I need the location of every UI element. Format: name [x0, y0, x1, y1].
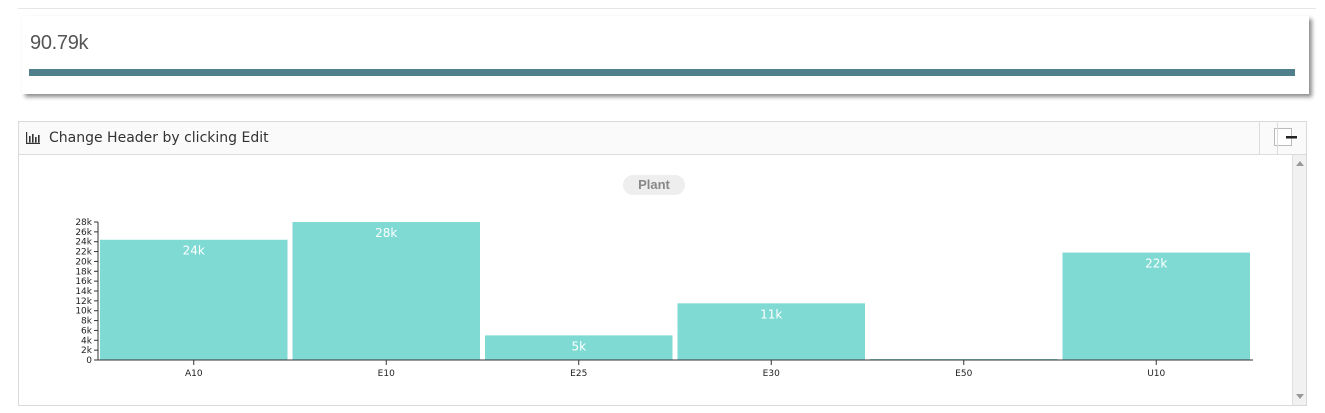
y-tick-label: 20k: [75, 257, 92, 267]
panel-title: Change Header by clicking Edit: [49, 130, 269, 146]
header-divider: [1259, 122, 1260, 154]
bar-chart: 02k4k6k8k10k12k14k16k18k20k22k24k26k28k2…: [75, 218, 1253, 379]
y-tick-label: 18k: [75, 267, 92, 277]
y-tick-label: 22k: [75, 248, 92, 258]
x-tick-label: E30: [763, 369, 780, 379]
bar-e10: [292, 222, 480, 360]
x-tick-label: U10: [1147, 369, 1165, 379]
kpi-card: 90.79k: [22, 16, 1309, 94]
scroll-down-icon[interactable]: [1296, 394, 1304, 399]
kpi-value: 90.79k: [30, 32, 89, 54]
bar-label: 28k: [375, 226, 397, 240]
chart-panel: Change Header by clicking Edit Plant 0 2k…: [18, 121, 1307, 406]
y-tick-label: 24k: [75, 238, 92, 248]
y-tick-label: 16k: [75, 277, 92, 287]
scroll-up-icon[interactable]: [1296, 161, 1304, 166]
panel-header: Change Header by clicking Edit: [19, 122, 1306, 155]
chart-title: Plant: [623, 175, 685, 195]
bar-label: 22k: [1145, 257, 1167, 271]
bar-u10: [1062, 252, 1250, 360]
bar-e25: [485, 335, 673, 360]
bar-label: 24k: [183, 244, 205, 258]
minimize-icon[interactable]: [1284, 128, 1300, 146]
vertical-scrollbar[interactable]: [1292, 155, 1306, 405]
y-tick-label: 28k: [75, 218, 92, 228]
y-tick-label: 4k: [81, 336, 93, 346]
y-tick-label: 26k: [75, 228, 92, 238]
x-tick-label: E50: [955, 369, 972, 379]
header-divider-right: [1277, 122, 1278, 154]
y-tick-label: 0: [86, 356, 92, 366]
bar-label: 5k: [571, 339, 586, 353]
y-tick-label: 8k: [81, 317, 93, 327]
y-tick-label: 14k: [75, 287, 92, 297]
bar-a10: [100, 239, 288, 360]
y-tick-label: 12k: [75, 297, 92, 307]
top-divider: [18, 8, 1316, 9]
y-tick-label: 10k: [75, 307, 92, 317]
y-tick-label: 6k: [81, 326, 93, 336]
kpi-progress-bar: [29, 69, 1295, 76]
bar-chart-icon: [26, 132, 40, 144]
x-tick-label: A10: [185, 369, 203, 379]
x-tick-label: E25: [570, 369, 587, 379]
bar-e30: [677, 303, 865, 360]
x-tick-label: E10: [378, 369, 395, 379]
chart-area: Plant 0 2k 4k 6k 8k 10k 12k 14k 16k 18k 20k 22k 24k 2…: [19, 155, 1306, 405]
y-tick-label: 2k: [81, 346, 93, 356]
bar-label: 11k: [760, 307, 782, 321]
